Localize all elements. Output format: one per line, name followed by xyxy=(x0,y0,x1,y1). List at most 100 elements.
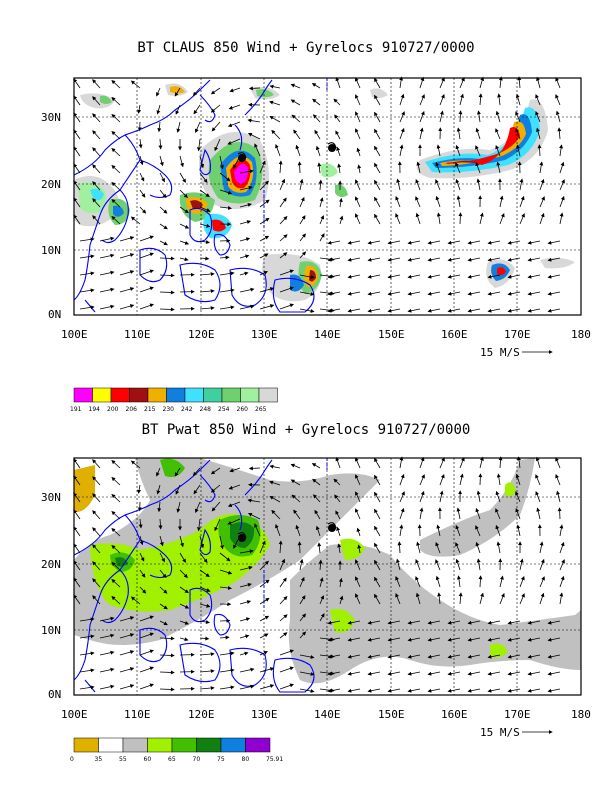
wind-vector xyxy=(399,144,404,157)
wind-vector xyxy=(374,525,381,537)
wind-vector xyxy=(476,110,481,123)
wind-vector xyxy=(259,235,270,242)
wind-vector xyxy=(415,576,421,588)
wind-vector xyxy=(92,164,101,174)
colorbar-label: 35 xyxy=(95,756,103,763)
wind-vector xyxy=(374,576,381,588)
wind-vector xyxy=(467,620,481,625)
wind-vector xyxy=(499,212,505,225)
top-xtick-label: 130E xyxy=(251,328,278,341)
wind-vector xyxy=(555,110,561,123)
wind-vector xyxy=(535,490,541,503)
wind-vector xyxy=(459,473,464,486)
wind-vector xyxy=(279,649,294,656)
wind-vector xyxy=(455,162,461,174)
wind-vector xyxy=(427,620,441,625)
wind-vector xyxy=(495,144,501,157)
wind-vector xyxy=(159,206,168,214)
wind-vector xyxy=(327,291,341,296)
wind-vector xyxy=(210,484,221,493)
wind-vector xyxy=(138,518,143,529)
wind-vector xyxy=(459,77,465,89)
wind-vector xyxy=(279,303,294,310)
wind-vector xyxy=(515,491,521,503)
wind-vector xyxy=(347,671,361,676)
wind-vector xyxy=(407,308,421,313)
wind-vector xyxy=(387,620,401,625)
wind-vector xyxy=(219,205,232,210)
wind-vector xyxy=(527,620,541,625)
wind-vector xyxy=(219,155,224,170)
wind-vector xyxy=(119,304,135,310)
wind-vector xyxy=(158,518,163,530)
wind-vector xyxy=(535,474,541,486)
wind-vector xyxy=(458,110,463,123)
wind-vector xyxy=(347,240,361,245)
wind-vector xyxy=(158,138,163,150)
wind-vector xyxy=(374,213,381,225)
wind-vector xyxy=(79,305,95,310)
wind-vector xyxy=(73,560,81,571)
wind-vector xyxy=(367,688,381,693)
top-ytick-label: 0N xyxy=(48,308,61,321)
wind-vector xyxy=(495,508,501,520)
wind-vector xyxy=(159,223,168,230)
wind-vector xyxy=(495,110,501,123)
wind-vector xyxy=(458,592,463,605)
wind-vector xyxy=(219,569,233,575)
bottom-ytick-label: 10N xyxy=(41,624,61,637)
wind-vector xyxy=(535,94,541,106)
wind-vector xyxy=(539,196,545,208)
wind-vector xyxy=(99,253,115,259)
colorbar-swatch xyxy=(129,387,149,403)
wind-vector xyxy=(527,637,541,642)
wind-vector xyxy=(515,128,521,140)
wind-vector xyxy=(419,110,425,123)
top-ref-vector-label: 15 M/S xyxy=(480,346,520,359)
wind-vector xyxy=(387,688,401,693)
wind-vector xyxy=(318,179,323,191)
wind-vector xyxy=(139,235,154,242)
wind-vector xyxy=(459,456,465,469)
wind-vector xyxy=(559,195,565,208)
wind-vector xyxy=(269,464,281,469)
wind-vector xyxy=(419,507,424,520)
wind-vector xyxy=(455,524,461,537)
wind-vector xyxy=(475,507,481,520)
wind-vector xyxy=(499,593,505,605)
wind-vector xyxy=(416,541,421,554)
wind-vector xyxy=(179,155,184,168)
wind-vector xyxy=(314,129,321,140)
colorbar-label: 75.91 xyxy=(266,756,283,763)
wind-vector xyxy=(139,632,154,639)
colorbar-label: 65 xyxy=(168,756,176,763)
wind-vector xyxy=(435,161,441,174)
wind-vector xyxy=(299,671,315,676)
wind-vector xyxy=(279,286,294,293)
wind-vector xyxy=(527,274,541,279)
wind-vector xyxy=(73,95,81,106)
wind-vector xyxy=(139,206,147,214)
wind-vector xyxy=(211,121,221,132)
wind-vector xyxy=(313,114,321,123)
wind-vector xyxy=(73,78,81,89)
wind-vector xyxy=(137,104,142,114)
wind-vector xyxy=(313,494,321,503)
wind-vector xyxy=(467,637,481,642)
wind-vector xyxy=(159,189,167,199)
wind-vector xyxy=(239,684,255,690)
wind-vector xyxy=(219,635,230,640)
wind-vector xyxy=(299,274,315,279)
wind-vector xyxy=(535,111,541,123)
wind-vector xyxy=(92,198,101,208)
wind-vector xyxy=(139,303,154,310)
wind-vector xyxy=(447,291,461,296)
wind-vector xyxy=(138,138,143,149)
wind-vector xyxy=(495,490,501,503)
wind-vector xyxy=(439,457,445,469)
wind-vector xyxy=(259,304,275,310)
wind-vector xyxy=(79,668,95,673)
wind-vector xyxy=(119,667,135,673)
wind-vector xyxy=(239,634,250,639)
wind-vector xyxy=(299,688,315,693)
